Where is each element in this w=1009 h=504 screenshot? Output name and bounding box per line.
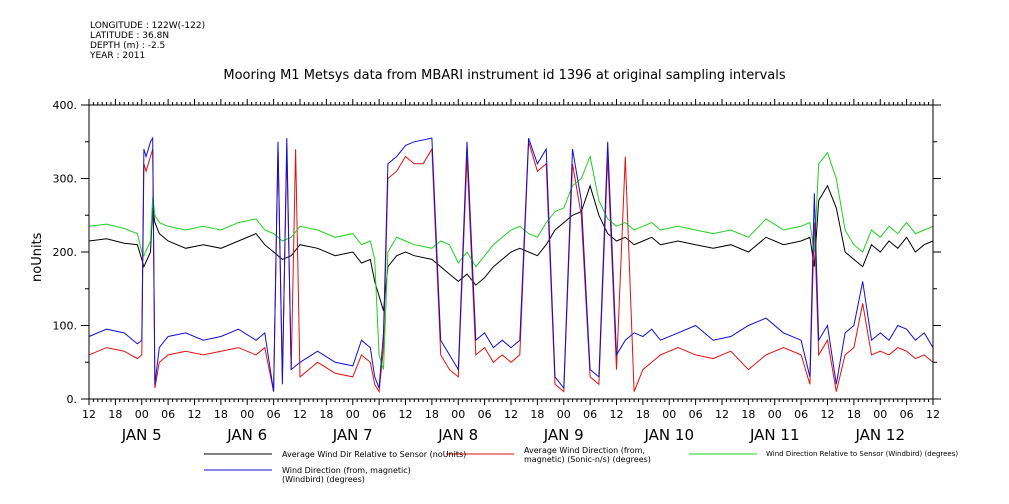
x-tick-label: 06	[900, 408, 914, 421]
meta-longitude: LONGITUDE : 122W(-122)	[90, 21, 206, 31]
legend-label-blue: Wind Direction (from, magnetic) (Windbir…	[282, 466, 411, 484]
x-day-label: JAN 8	[437, 426, 478, 444]
series-line-1	[88, 141, 934, 394]
series-line-3	[88, 136, 934, 392]
x-tick-label: 12	[188, 408, 202, 421]
y-tick-label: 200.	[53, 246, 78, 259]
x-tick-label: 18	[425, 408, 439, 421]
x-tick-label: 18	[530, 408, 544, 421]
x-day-label: JAN 9	[543, 426, 584, 444]
series-line-0	[88, 184, 934, 311]
y-tick-label: 0.	[67, 393, 78, 406]
x-tick-label: 00	[135, 408, 149, 421]
x-tick-label: 18	[847, 408, 861, 421]
meta-latitude: LATITUDE : 36.8N	[90, 31, 170, 41]
x-tick-label: 00	[557, 408, 571, 421]
meta-year: YEAR : 2011	[90, 51, 146, 61]
x-day-label: JAN 11	[749, 426, 800, 444]
x-day-label: JAN 5	[121, 426, 162, 444]
x-tick-label: 12	[715, 408, 729, 421]
x-tick-label: 12	[926, 408, 940, 421]
x-tick-label: 00	[768, 408, 782, 421]
x-tick-label: 18	[319, 408, 333, 421]
x-day-label: JAN 6	[226, 426, 267, 444]
x-day-label: JAN 10	[644, 426, 695, 444]
x-tick-label: 12	[504, 408, 518, 421]
legend-label-red: Average Wind Direction (from, magnetic) …	[524, 446, 651, 464]
x-day-label: JAN 12	[855, 426, 906, 444]
x-tick-label: 12	[82, 408, 96, 421]
x-tick-label: 12	[610, 408, 624, 421]
y-tick-label: 400.	[53, 99, 78, 112]
x-tick-label: 06	[267, 408, 281, 421]
y-tick-label: 300.	[53, 173, 78, 186]
y-tick-label: 100.	[53, 320, 78, 333]
x-tick-label: 00	[346, 408, 360, 421]
x-tick-label: 18	[741, 408, 755, 421]
x-tick-label: 06	[372, 408, 386, 421]
x-tick-label: 00	[240, 408, 254, 421]
meta-depth: DEPTH (m) : -2.5	[90, 41, 166, 51]
x-day-label: JAN 7	[332, 426, 373, 444]
chart-title: Mooring M1 Metsys data from MBARI instru…	[223, 68, 786, 83]
x-tick-label: 06	[478, 408, 492, 421]
x-tick-label: 12	[293, 408, 307, 421]
x-tick-label: 12	[399, 408, 413, 421]
x-tick-label: 06	[689, 408, 703, 421]
x-tick-label: 18	[108, 408, 122, 421]
x-tick-label: 18	[214, 408, 228, 421]
x-tick-label: 06	[161, 408, 175, 421]
legend-label-black: Average Wind Dir Relative to Sensor (noU…	[282, 450, 467, 459]
x-tick-label: 18	[636, 408, 650, 421]
x-tick-label: 00	[662, 408, 676, 421]
x-tick-label: 00	[873, 408, 887, 421]
x-tick-label: 06	[794, 408, 808, 421]
x-tick-label: 00	[451, 408, 465, 421]
legend-label-green: Wind Direction Relative to Sensor (Windb…	[766, 450, 959, 458]
x-tick-label: 12	[821, 408, 835, 421]
series-line-2	[88, 151, 934, 370]
x-tick-label: 06	[583, 408, 597, 421]
